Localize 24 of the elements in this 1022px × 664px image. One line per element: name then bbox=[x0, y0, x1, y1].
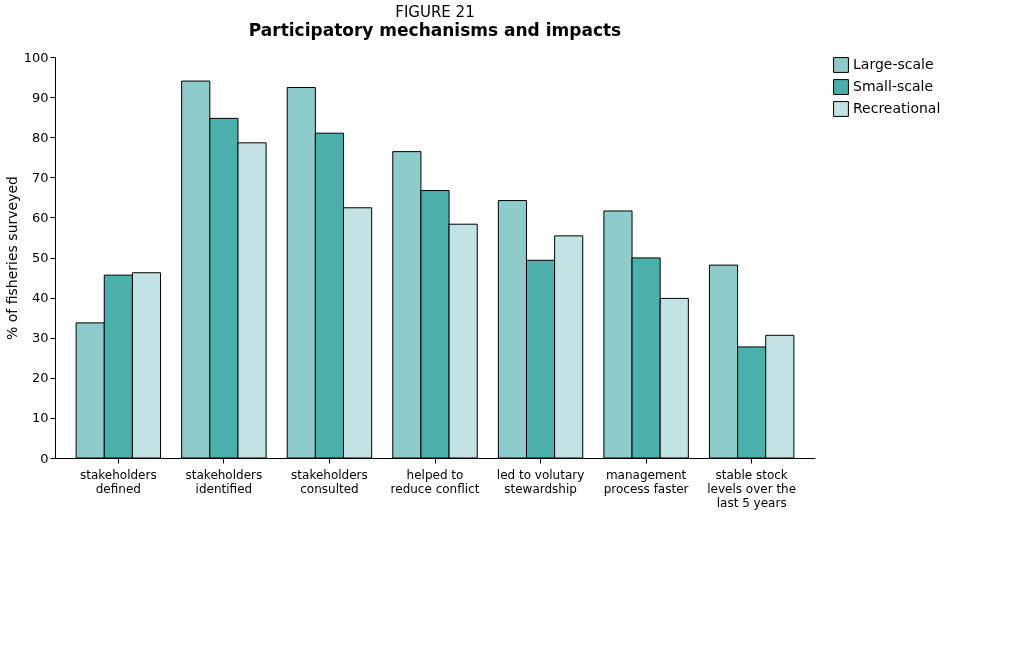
y-tick-label: 90 bbox=[31, 89, 49, 105]
y-tick-label: 10 bbox=[31, 410, 49, 426]
y-tick-label: 0 bbox=[40, 450, 49, 466]
x-tick-label: led to volutary stewardship bbox=[496, 467, 585, 496]
x-tick-label: helped to reduce conflict bbox=[390, 467, 480, 496]
legend-label: Small-scale bbox=[853, 78, 934, 94]
y-tick-label: 100 bbox=[23, 49, 49, 65]
chart-title: FIGURE 21 bbox=[395, 3, 475, 21]
y-tick-label: 60 bbox=[31, 209, 49, 225]
chart-subtitle: Participatory mechanisms and impacts bbox=[248, 20, 622, 40]
y-tick-label: 70 bbox=[31, 169, 49, 185]
x-tick-label: stakeholders defined bbox=[79, 467, 157, 496]
y-tick-label: 80 bbox=[31, 129, 49, 145]
y-tick-label: 50 bbox=[31, 250, 49, 265]
legend-label: Recreational bbox=[853, 100, 941, 116]
x-tick-label: stable stock levels over the last 5 years bbox=[707, 467, 797, 510]
y-tick-label: 30 bbox=[31, 330, 49, 346]
y-tick-label: 20 bbox=[31, 370, 49, 386]
x-tick-label: management process faster bbox=[603, 467, 689, 496]
x-tick-label: stakeholders identified bbox=[185, 467, 263, 496]
y-axis-title: % of fisheries surveyed bbox=[3, 176, 20, 340]
x-tick-label: stakeholders consulted bbox=[291, 467, 368, 496]
y-tick-label: 40 bbox=[31, 290, 49, 306]
legend-label: Large-scale bbox=[853, 56, 934, 72]
